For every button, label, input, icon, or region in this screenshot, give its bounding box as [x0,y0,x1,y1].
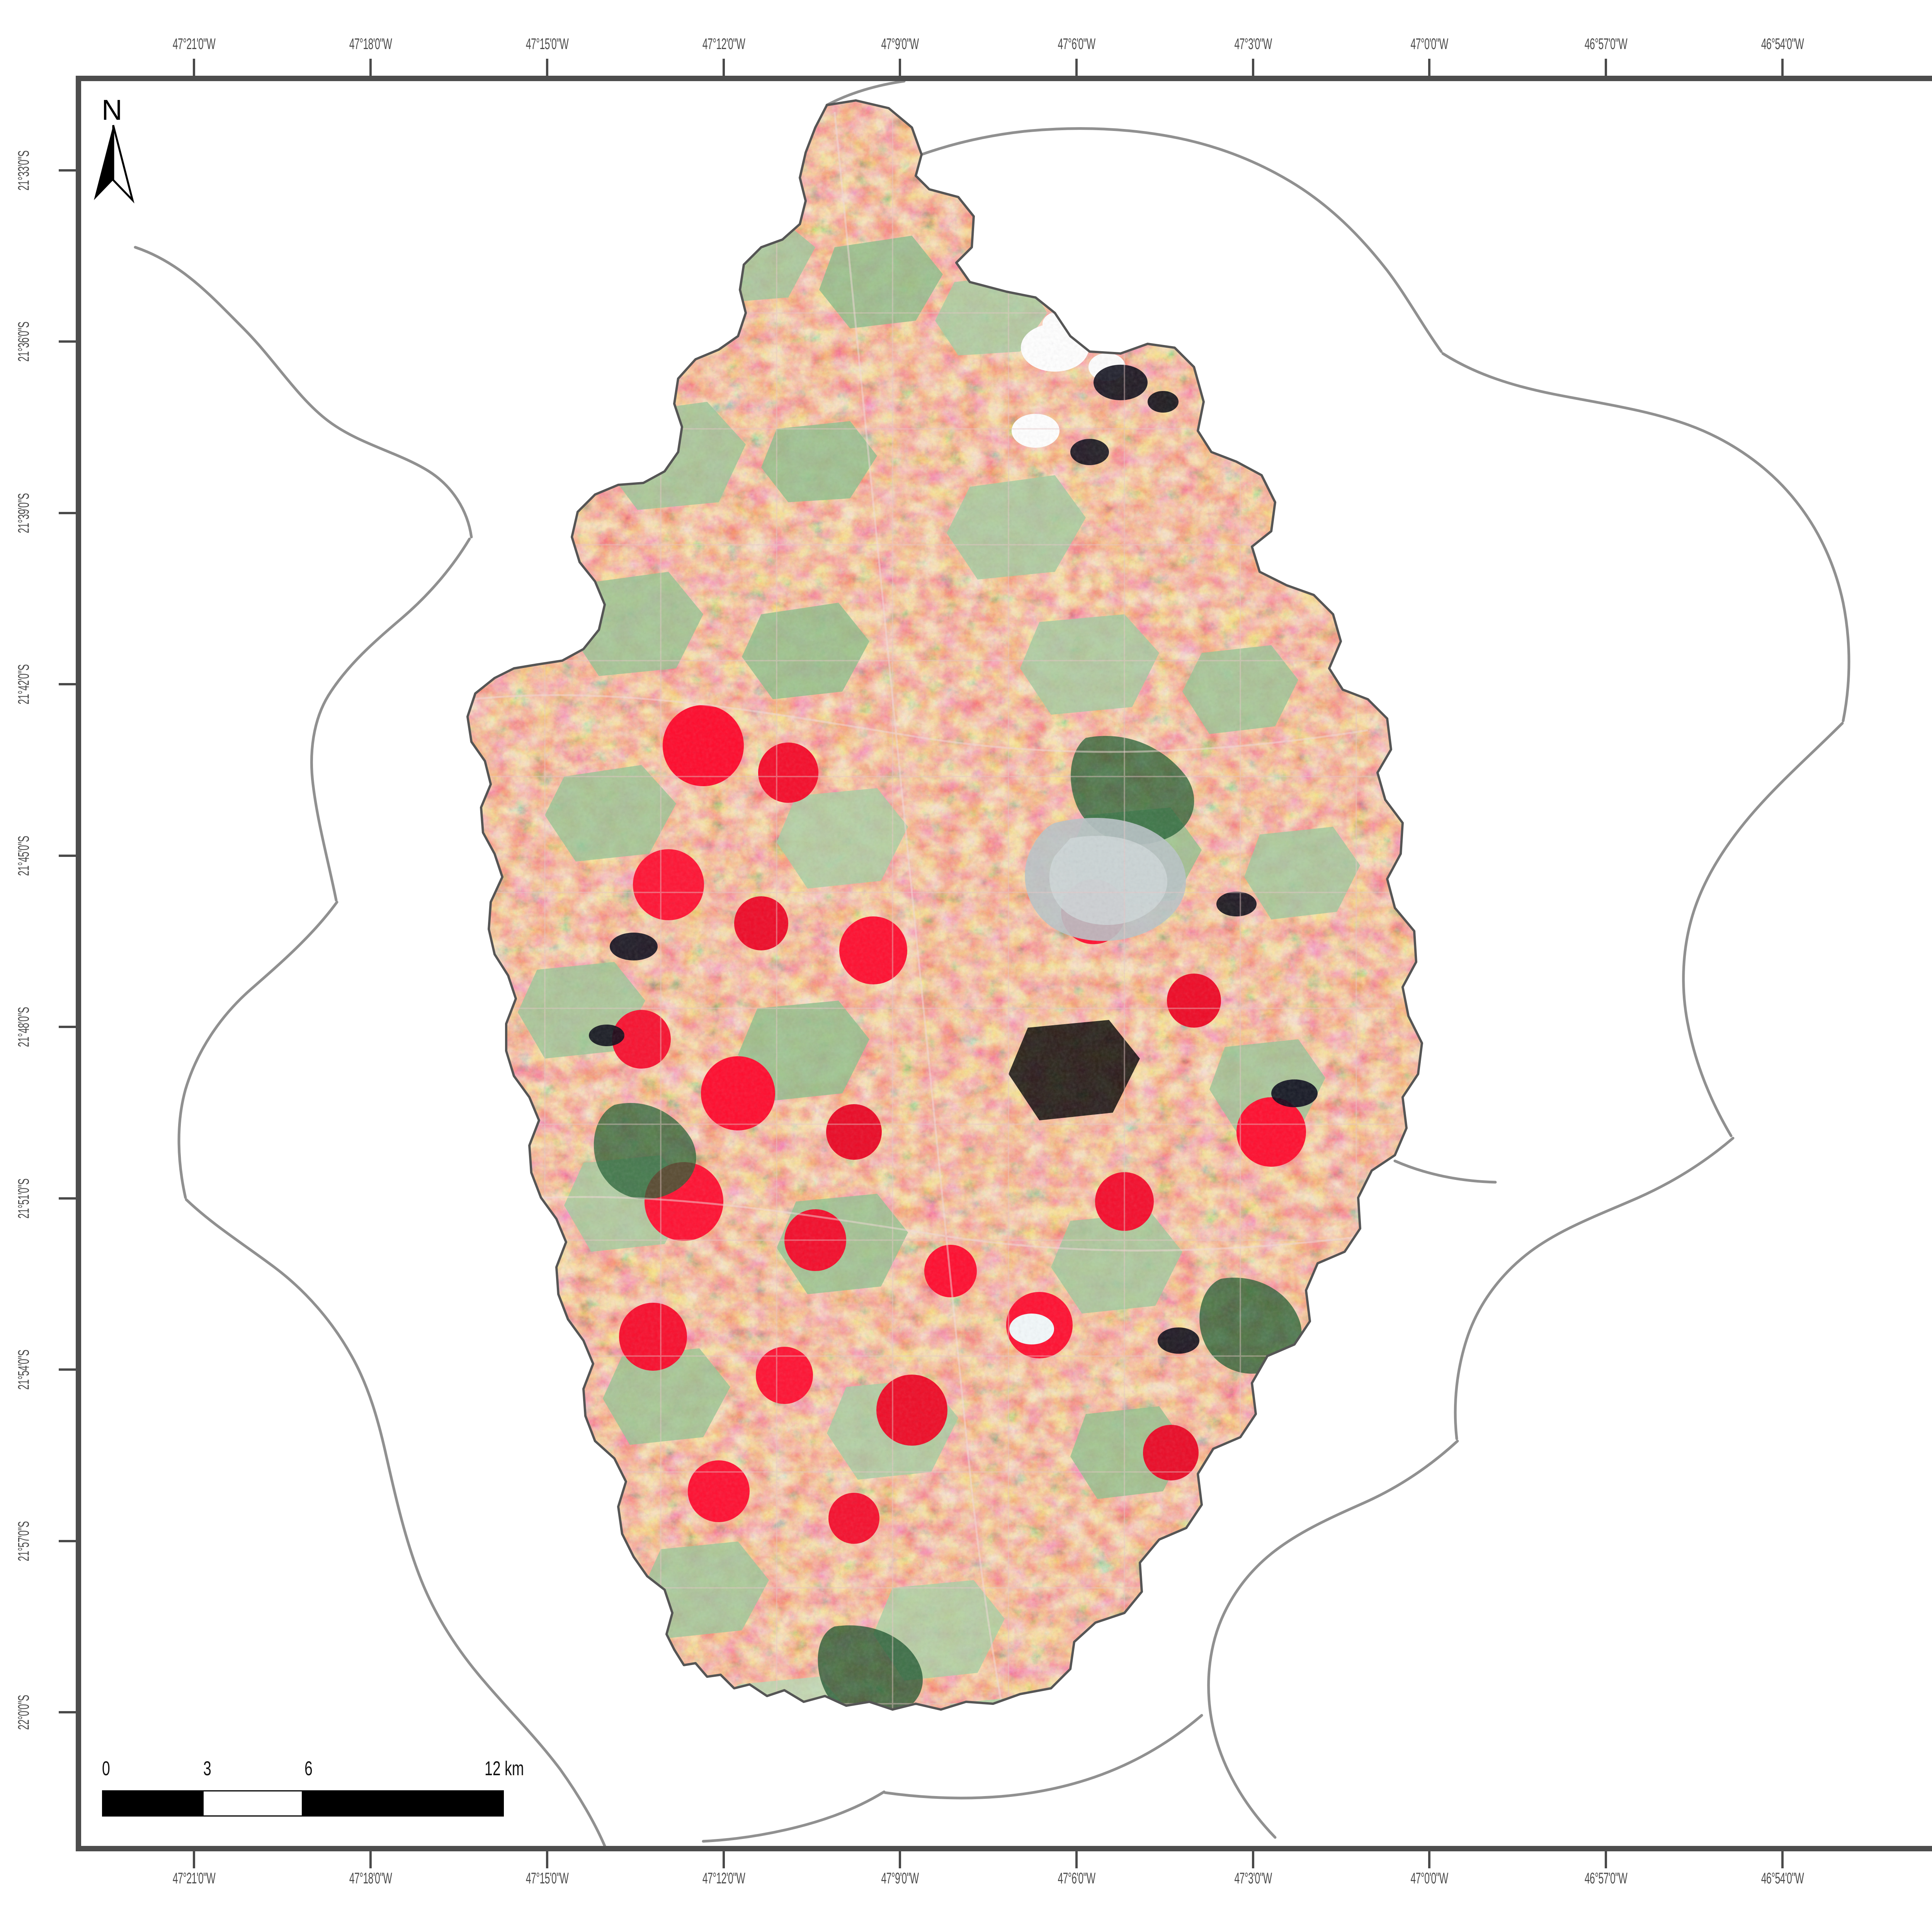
longitude-tick-top-3: 47°12'0"W [702,36,745,53]
scale-bar-segments [102,1790,504,1817]
longitude-tickmark-bottom-0 [193,1851,196,1868]
longitude-tickmark-top-3 [722,59,725,76]
map-svg [81,81,1932,1846]
scale-tick-3: 3 [203,1757,211,1780]
longitude-tickmark-bottom-7 [1428,1851,1431,1868]
scale-tick-0: 0 [102,1757,110,1780]
longitude-tick-bottom-8: 46°57'0"W [1585,1870,1628,1887]
north-arrow: N [88,93,142,217]
scale-bar: 0 3 6 12 km [102,1757,524,1846]
longitude-tickmark-bottom-9 [1781,1851,1784,1868]
latitude-tickmark-2 [59,512,76,514]
latitude-tickmark-3 [59,683,76,686]
latitude-tick-7: 21°54'0"S [15,1349,32,1390]
scale-seg-3 [303,1790,504,1817]
latitude-tick-0: 21°33'0"S [15,150,32,190]
latitude-tickmark-5 [59,1026,76,1028]
neighbour-boundaries [134,81,1850,1846]
longitude-tickmark-bottom-8 [1605,1851,1607,1868]
north-label: N [102,94,122,126]
longitude-tickmark-top-1 [369,59,372,76]
latitude-tickmark-0 [59,169,76,172]
longitude-tick-top-1: 47°18'0"W [349,36,392,53]
longitude-tick-bottom-1: 47°18'0"W [349,1870,392,1887]
latitude-tickmark-8 [59,1540,76,1542]
longitude-tickmark-bottom-5 [1075,1851,1078,1868]
longitude-tickmark-top-5 [1075,59,1078,76]
scale-seg-1 [102,1790,202,1817]
latitude-tick-5: 21°48'0"S [15,1007,32,1047]
longitude-tick-bottom-10: 46°51'0"W [1928,1870,1932,1887]
longitude-tickmark-top-0 [193,59,196,76]
latitude-tick-3: 21°42'0"S [15,664,32,705]
longitude-tickmark-top-4 [899,59,901,76]
longitude-tickmark-bottom-1 [369,1851,372,1868]
longitude-tickmark-bottom-3 [722,1851,725,1868]
latitude-tick-2: 21°39'0"S [15,493,32,533]
latitude-tickmark-9 [59,1711,76,1714]
map-canvas[interactable] [81,81,1932,1846]
longitude-tickmark-top-2 [546,59,548,76]
latitude-tick-8: 21°57'0"S [15,1521,32,1561]
longitude-tickmark-top-6 [1252,59,1254,76]
longitude-tick-top-5: 47°6'0"W [1058,36,1095,53]
latitude-tick-6: 21°51'0"S [15,1178,32,1219]
longitude-tick-top-8: 46°57'0"W [1585,36,1628,53]
longitude-tickmark-bottom-4 [899,1851,901,1868]
longitude-tick-bottom-7: 47°0'0"W [1410,1870,1449,1887]
latitude-tick-4: 21°45'0"S [15,836,32,876]
longitude-tick-bottom-3: 47°12'0"W [702,1870,745,1887]
latitude-tick-9: 22°0'0"S [15,1695,32,1730]
latitude-tickmark-7 [59,1368,76,1371]
longitude-tick-bottom-6: 47°3'0"W [1234,1870,1272,1887]
longitude-tick-top-7: 47°0'0"W [1410,36,1449,53]
map-frame: N 0 3 6 12 km [76,76,1932,1851]
latitude-tickmark-1 [59,340,76,343]
longitude-tick-top-4: 47°9'0"W [881,36,919,53]
longitude-tickmark-top-9 [1781,59,1784,76]
latitude-tick-1: 21°36'0"S [15,321,32,362]
longitude-tick-top-2: 47°15'0"W [526,36,569,53]
longitude-tick-top-0: 47°21'0"W [173,36,216,53]
municipal-boundary [466,99,1423,1711]
longitude-tick-bottom-2: 47°15'0"W [526,1870,569,1887]
longitude-tick-top-10: 46°51'0"W [1928,36,1932,53]
scale-seg-2 [202,1790,303,1817]
longitude-tick-bottom-9: 46°54'0"W [1761,1870,1804,1887]
longitude-tickmark-top-8 [1605,59,1607,76]
latitude-tickmark-6 [59,1197,76,1200]
longitude-tick-top-9: 46°54'0"W [1761,36,1804,53]
longitude-tickmark-top-7 [1428,59,1431,76]
latitude-tickmark-4 [59,854,76,857]
scale-tick-6: 6 [304,1757,313,1780]
longitude-tick-bottom-4: 47°9'0"W [881,1870,919,1887]
longitude-tick-bottom-5: 47°6'0"W [1058,1870,1095,1887]
longitude-tick-top-6: 47°3'0"W [1234,36,1272,53]
longitude-tickmark-bottom-2 [546,1851,548,1868]
longitude-tick-bottom-0: 47°21'0"W [173,1870,216,1887]
longitude-tickmark-bottom-6 [1252,1851,1254,1868]
scale-tick-12: 12 km [485,1757,524,1780]
